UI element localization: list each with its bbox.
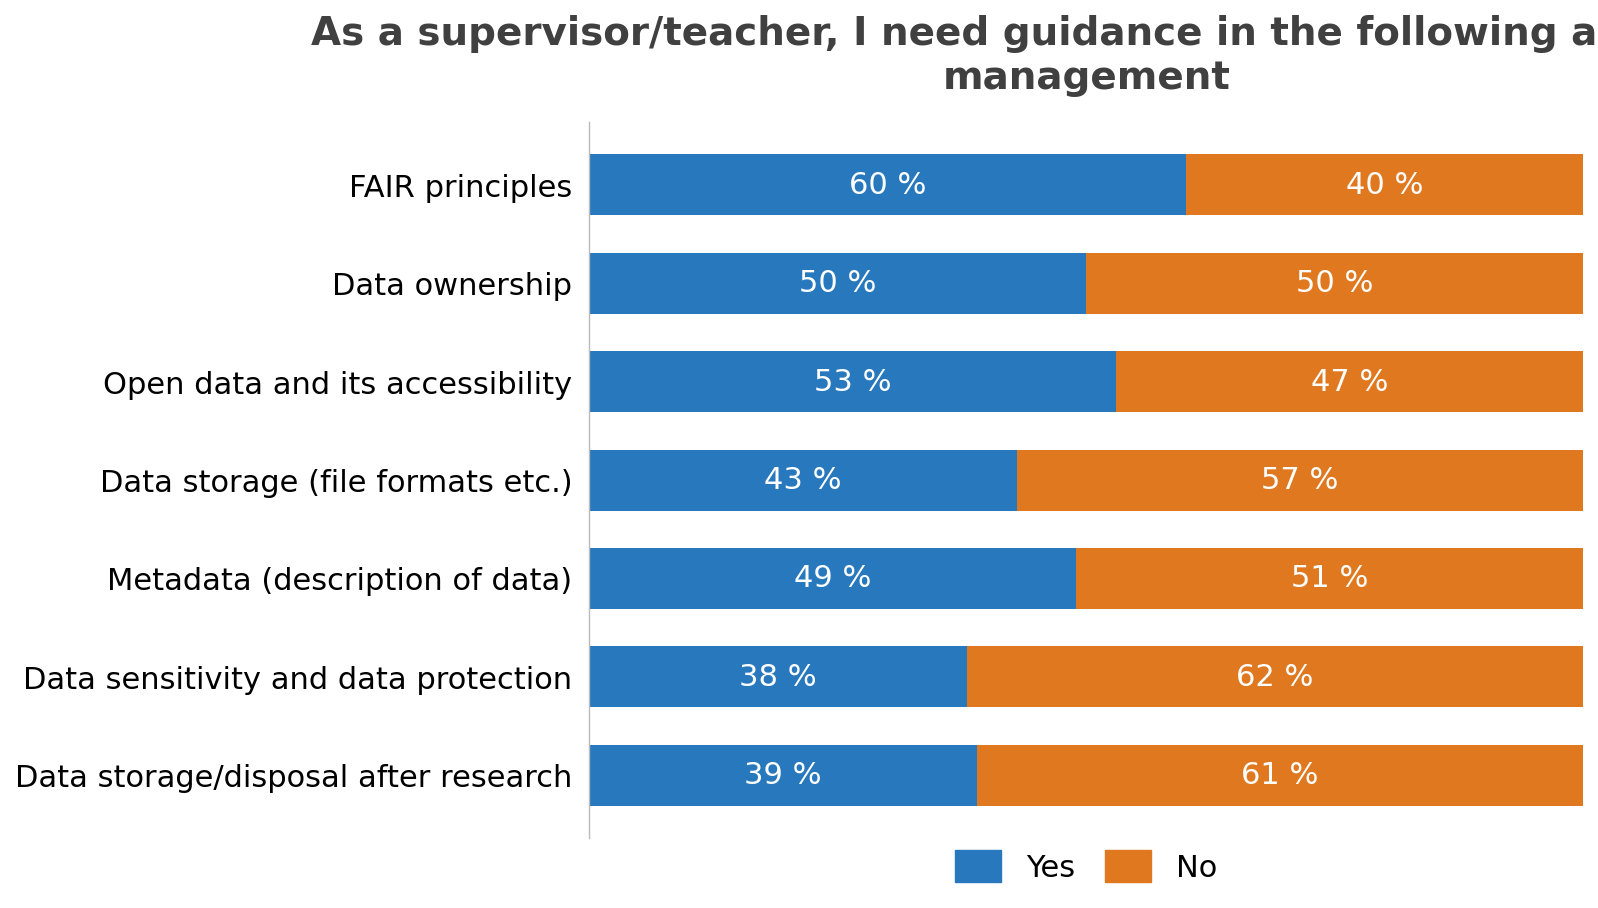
Text: 50 %: 50 % [1296, 269, 1373, 298]
Text: 39 %: 39 % [745, 761, 821, 790]
Bar [590, 449, 1016, 511]
Legend: Yes, No: Yes, No [943, 838, 1229, 894]
Text: 53 %: 53 % [813, 368, 892, 397]
Text: 57 %: 57 % [1261, 466, 1339, 495]
Text: 43 %: 43 % [764, 466, 842, 495]
Bar [590, 745, 976, 805]
Text: 49 %: 49 % [794, 564, 871, 593]
Text: 60 %: 60 % [849, 171, 925, 200]
Bar [1075, 548, 1584, 609]
Bar [1115, 351, 1584, 412]
Bar [590, 646, 967, 707]
Bar [1087, 253, 1584, 314]
Text: 51 %: 51 % [1291, 564, 1368, 593]
Bar [590, 155, 1186, 216]
Bar [967, 646, 1584, 707]
Text: 61 %: 61 % [1242, 761, 1318, 790]
Bar [1016, 449, 1584, 511]
Text: 40 %: 40 % [1346, 171, 1422, 200]
Bar [590, 351, 1115, 412]
Text: 50 %: 50 % [799, 269, 876, 298]
Title: As a supervisor/teacher, I need guidance in the following areas of data
manageme: As a supervisor/teacher, I need guidance… [312, 15, 1598, 97]
Bar [590, 253, 1087, 314]
Text: 47 %: 47 % [1310, 368, 1389, 397]
Bar [590, 548, 1075, 609]
Text: 62 %: 62 % [1237, 663, 1314, 692]
Bar [976, 745, 1584, 805]
Text: 38 %: 38 % [738, 663, 817, 692]
Bar [1186, 155, 1584, 216]
